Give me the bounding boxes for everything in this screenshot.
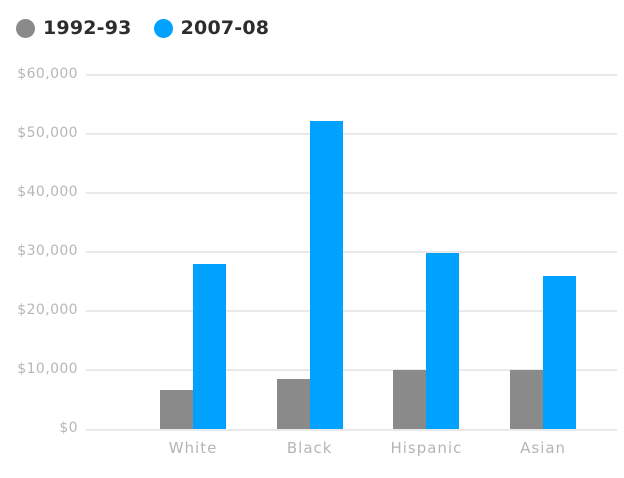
x-axis-category-label: White: [168, 439, 218, 457]
legend-item-1992-93[interactable]: 1992-93: [16, 17, 132, 39]
legend-dot-1992-93-icon: [16, 18, 35, 38]
y-axis-tick-label: $0: [59, 420, 78, 436]
x-axis-category-label: Asian: [520, 439, 567, 457]
gridline: [86, 369, 617, 371]
y-axis-tick-label: $30,000: [17, 243, 78, 259]
bar-1992-93-black[interactable]: [276, 379, 310, 429]
bar-2007-08-asian[interactable]: [543, 276, 577, 429]
gridline: [86, 192, 617, 194]
gridline: [86, 310, 617, 312]
y-axis-tick-label: $20,000: [17, 302, 78, 318]
legend-dot-2007-08-icon: [153, 18, 173, 38]
bar-1992-93-asian[interactable]: [510, 370, 544, 429]
x-axis-category-label: Black: [286, 439, 333, 457]
y-axis-tick-label: $50,000: [17, 125, 78, 141]
legend: 1992-93 2007-08: [16, 17, 269, 39]
bar-2007-08-hispanic[interactable]: [426, 253, 460, 429]
legend-label: 2007-08: [180, 17, 270, 39]
gridline: [86, 429, 617, 431]
gridline: [86, 251, 617, 253]
y-axis-tick-label: $40,000: [17, 184, 78, 200]
bar-1992-93-hispanic[interactable]: [393, 370, 427, 429]
y-axis-tick-label: $60,000: [17, 66, 78, 82]
legend-label: 1992-93: [43, 17, 132, 39]
bar-1992-93-white[interactable]: [160, 390, 193, 429]
bar-2007-08-white[interactable]: [193, 264, 226, 429]
bar-2007-08-black[interactable]: [309, 121, 343, 429]
x-axis-category-label: Hispanic: [390, 439, 463, 457]
y-axis-tick-label: $10,000: [17, 361, 78, 377]
gridline: [86, 74, 617, 76]
legend-item-2007-08[interactable]: 2007-08: [153, 17, 270, 39]
gridline: [86, 133, 617, 135]
